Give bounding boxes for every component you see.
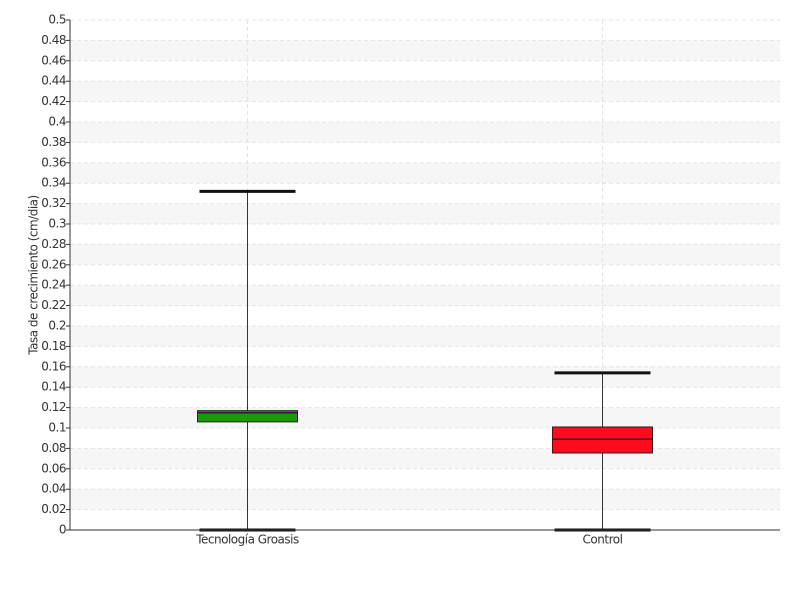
y-tick-label: 0.22 xyxy=(41,298,66,312)
x-tick-label: Tecnología Groasis xyxy=(195,533,299,547)
grid-band xyxy=(70,162,780,184)
y-tick-label: 0.38 xyxy=(41,135,66,149)
y-tick-label: 0.1 xyxy=(48,421,66,435)
box xyxy=(552,426,653,454)
y-tick-label: 0.04 xyxy=(41,482,66,496)
grid-band xyxy=(70,122,780,143)
y-tick-label: 0.28 xyxy=(41,237,66,251)
y-axis-label: Tasa de crecimiento (cm/dia) xyxy=(27,195,41,355)
y-tick-label: 0.06 xyxy=(41,461,66,475)
y-tick-label: 0.4 xyxy=(48,115,66,129)
y-tick-label: 0.5 xyxy=(48,13,66,27)
y-tick-label: 0.18 xyxy=(41,339,66,353)
grid-band xyxy=(70,81,780,102)
y-tick-label: 0.24 xyxy=(41,278,66,292)
y-tick-label: 0 xyxy=(59,523,66,537)
grid-band xyxy=(70,326,780,347)
y-tick-label: 0.42 xyxy=(41,94,66,108)
y-tick-label: 0.14 xyxy=(41,380,66,394)
y-tick-label: 0.2 xyxy=(48,319,66,333)
y-tick-label: 0.26 xyxy=(41,257,66,271)
grid-band xyxy=(70,40,780,61)
y-tick-label: 0.3 xyxy=(48,217,66,231)
y-tick-label: 0.34 xyxy=(41,176,66,190)
y-tick-label: 0.02 xyxy=(41,502,66,516)
grid-band xyxy=(70,407,780,428)
grid-band xyxy=(70,285,780,306)
y-tick-label: 0.08 xyxy=(41,441,66,455)
grid-band xyxy=(70,489,780,510)
y-tick-label: 0.32 xyxy=(41,196,66,210)
grid-band xyxy=(70,203,780,224)
x-tick-label: Control xyxy=(583,533,623,547)
grid-band xyxy=(70,448,780,469)
y-tick-label: 0.16 xyxy=(41,359,66,373)
box xyxy=(197,410,298,423)
grid-band xyxy=(70,366,780,388)
y-tick-label: 0.12 xyxy=(41,400,66,414)
y-tick-label: 0.48 xyxy=(41,33,66,47)
y-tick-label: 0.36 xyxy=(41,155,66,169)
y-tick-label: 0.44 xyxy=(41,74,66,88)
grid-band xyxy=(70,244,780,265)
y-tick-label: 0.46 xyxy=(41,53,66,67)
